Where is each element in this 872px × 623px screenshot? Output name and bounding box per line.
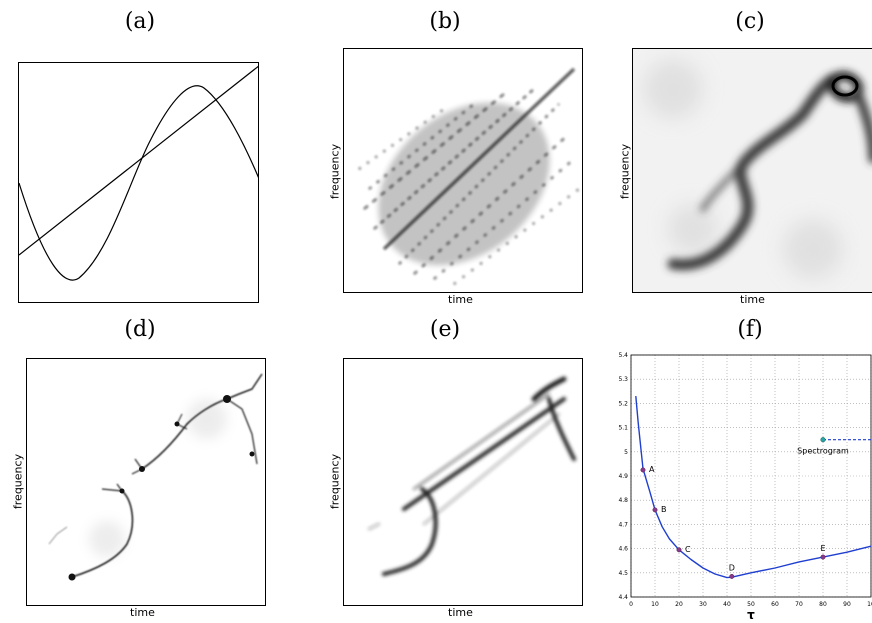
panel-label-e: (e) — [429, 317, 461, 342]
point-label-d: D — [729, 563, 735, 572]
panel-d-ylabel: frequency — [11, 453, 25, 510]
point-c — [676, 547, 682, 553]
panel-label-f: (f) — [737, 317, 763, 342]
x-tick-label: 20 — [675, 601, 683, 608]
x-tick-label: 80 — [819, 601, 827, 608]
point-d — [729, 573, 735, 579]
panel-e-xlabel: time — [448, 606, 473, 619]
y-tick-label: 5 — [624, 449, 628, 456]
y-tick-label: 5.2 — [618, 400, 628, 407]
panel-c-svg — [633, 49, 872, 292]
panel-b-ylabel: frequency — [328, 143, 342, 200]
point-label-b: B — [661, 505, 667, 514]
linear-chirp-line — [19, 65, 258, 256]
y-tick-label: 4.6 — [618, 546, 628, 553]
point-e — [820, 554, 826, 560]
panel-c-ylabel: frequency — [618, 143, 632, 200]
panel-label-d: (d) — [124, 317, 156, 342]
point-b — [652, 507, 658, 513]
y-tick-label: 5.4 — [618, 352, 628, 359]
panel-f-chart: 0 10 20 30 40 50 60 70 80 90 10 4.4 4.5 4.6 4.7 4.8 4.9 5… — [595, 345, 872, 622]
point-label-e: E — [820, 544, 825, 553]
panel-f-svg: 0 10 20 30 40 50 60 70 80 90 10 4.4 4.5 4.6 4.7 4.8 4.9 5… — [618, 352, 872, 622]
spectrogram-point — [820, 437, 826, 443]
tau-curve — [635, 396, 872, 579]
panel-c-xlabel: time — [740, 293, 765, 306]
y-tick-label: 4.8 — [618, 497, 628, 504]
panel-d-svg — [48, 373, 263, 581]
y-tick-label: 5.3 — [618, 376, 628, 383]
x-tick-label: 90 — [843, 601, 851, 608]
x-tick-label: 10 — [867, 601, 872, 608]
x-tick-label: 0 — [629, 601, 633, 608]
y-tick-label: 4.9 — [618, 473, 628, 480]
y-tick-label: 4.4 — [618, 594, 628, 601]
panel-b-svg — [358, 67, 580, 285]
x-tick-label: 10 — [651, 601, 659, 608]
sinusoid-curve — [19, 85, 258, 281]
panel-d-xlabel: time — [130, 606, 155, 619]
point-a — [640, 467, 646, 473]
panel-e-ylabel: frequency — [328, 453, 342, 510]
panel-a-svg — [19, 65, 258, 281]
panel-b-image — [343, 48, 583, 293]
panel-label-c: (c) — [735, 9, 765, 34]
y-tick-label: 4.5 — [618, 570, 628, 577]
x-tick-label: 40 — [723, 601, 731, 608]
panel-label-a: (a) — [124, 9, 156, 34]
x-axis-label: τ — [747, 608, 755, 619]
panel-d-image — [26, 358, 266, 606]
panel-e-image — [343, 358, 583, 606]
point-label-c: C — [685, 545, 691, 554]
panel-b-xlabel: time — [448, 293, 473, 306]
point-label-a: A — [649, 465, 655, 474]
panel-c-image — [632, 48, 872, 293]
y-tick-label: 5.1 — [618, 425, 628, 432]
x-tick-label: 50 — [747, 601, 755, 608]
plot-frame — [630, 354, 872, 598]
x-tick-label: 30 — [699, 601, 707, 608]
y-tick-label: 4.7 — [618, 521, 628, 528]
x-tick-label: 60 — [771, 601, 779, 608]
spectrogram-label: Spectrogram — [797, 447, 849, 456]
panel-label-b: (b) — [429, 9, 461, 34]
panel-e-svg — [368, 376, 576, 576]
panel-a-plot — [18, 62, 259, 303]
x-tick-label: 70 — [795, 601, 803, 608]
